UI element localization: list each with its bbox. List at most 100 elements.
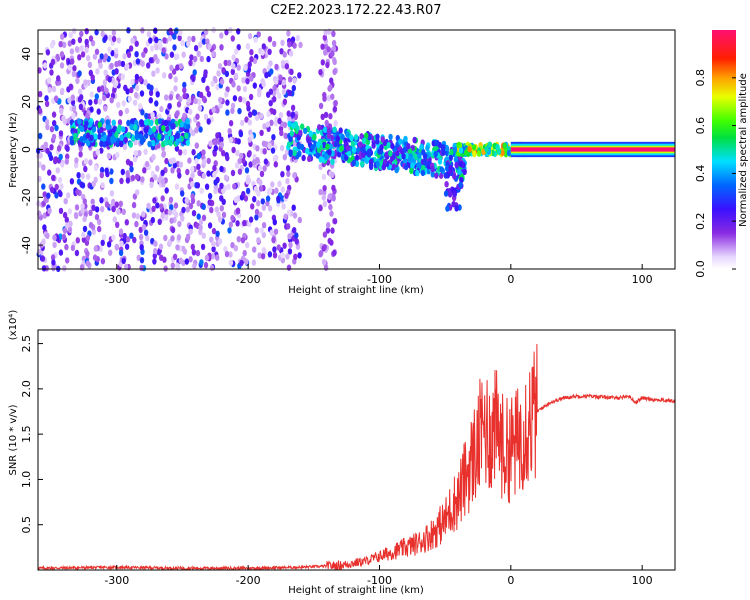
spectrogram-cell bbox=[143, 119, 149, 126]
spectrogram-cell bbox=[212, 150, 217, 157]
spectrogram-cell bbox=[157, 218, 162, 225]
spectrogram-cell bbox=[64, 216, 70, 223]
spectrogram-cell bbox=[173, 76, 178, 83]
spectrogram-cell bbox=[148, 37, 153, 44]
spectrogram-cell bbox=[99, 166, 105, 174]
spectrogram-cell bbox=[170, 262, 175, 269]
spectrogram-cell bbox=[151, 139, 156, 147]
spectrogram-cell bbox=[273, 228, 279, 235]
spectrogram-cell bbox=[121, 257, 126, 265]
spectrogram-cell bbox=[201, 172, 206, 180]
spectrogram-cell bbox=[69, 139, 75, 146]
spectrogram-cell bbox=[213, 145, 218, 152]
spectrogram-cell bbox=[79, 125, 85, 132]
spectrogram-cell bbox=[453, 146, 458, 154]
spectrogram-cell bbox=[230, 169, 236, 177]
spectrogram-cell bbox=[258, 165, 263, 172]
spectrogram-y-label: Frequency (Hz) bbox=[8, 112, 19, 188]
spectrogram-cell bbox=[234, 48, 239, 55]
spectrogram-cell bbox=[54, 192, 59, 199]
spectrogram-cell bbox=[444, 181, 449, 188]
spectrogram-cell bbox=[402, 146, 408, 153]
spectrogram-cell bbox=[243, 64, 248, 72]
spectrogram-cell bbox=[189, 54, 194, 61]
spectrogram-cell bbox=[74, 157, 79, 164]
spectrogram-cell bbox=[259, 112, 264, 120]
spectrogram-cell bbox=[223, 59, 228, 67]
spectrogram-cell bbox=[266, 110, 271, 118]
spectrogram-cell bbox=[458, 147, 464, 154]
spectrogram-cell bbox=[99, 126, 104, 134]
spectrogram-cell bbox=[294, 238, 299, 245]
spectrogram-cell bbox=[187, 157, 192, 164]
spectrogram-cell bbox=[207, 222, 213, 229]
spectrogram-cell bbox=[506, 149, 512, 157]
spectrogram-cell bbox=[445, 205, 450, 212]
spectrogram-cell bbox=[70, 94, 76, 101]
spectrogram-cell bbox=[158, 243, 164, 250]
spectrogram-cell bbox=[93, 245, 99, 252]
spectrogram-cell bbox=[164, 214, 169, 221]
spectrogram-cell bbox=[54, 183, 59, 191]
spectrogram-cell bbox=[239, 152, 244, 160]
spectrogram-cell bbox=[331, 39, 337, 47]
spectrogram-cell bbox=[326, 222, 331, 229]
spectrogram-cell bbox=[206, 90, 212, 98]
spectrogram-cell bbox=[100, 205, 105, 213]
spectrogram-cell bbox=[163, 139, 168, 146]
spectrogram-cell bbox=[291, 122, 296, 129]
spectrogram-cell bbox=[44, 118, 50, 126]
spectrogram-cell bbox=[146, 202, 151, 210]
spectrogram-cell bbox=[364, 132, 369, 139]
spectrogram-cell bbox=[434, 139, 439, 147]
spectrogram-cell bbox=[123, 136, 128, 144]
spectrogram-x-tick-label: 0 bbox=[507, 273, 514, 286]
spectrogram-cell bbox=[139, 257, 145, 264]
spectrogram-cell bbox=[254, 208, 260, 216]
spectrogram-cell bbox=[207, 43, 212, 50]
spectrogram-cell bbox=[188, 108, 193, 115]
spectrogram-cell bbox=[215, 107, 220, 114]
spectrogram-cell bbox=[59, 107, 64, 115]
spectrogram-cell bbox=[106, 136, 111, 143]
spectrogram-cell bbox=[81, 231, 86, 238]
spectrogram-cell bbox=[102, 79, 108, 86]
spectrogram-cell bbox=[206, 170, 211, 177]
spectrogram-cell bbox=[286, 209, 292, 216]
spectrogram-cell bbox=[118, 109, 123, 117]
colorbar-label: Normalized spectral amplitude bbox=[738, 73, 749, 227]
spectrogram-cell bbox=[247, 61, 252, 68]
spectrogram-cell bbox=[133, 91, 139, 99]
spectrogram-cell bbox=[238, 130, 244, 138]
spectrogram-cell bbox=[128, 160, 134, 168]
spectrogram-cell bbox=[246, 105, 251, 112]
spectrogram-cell bbox=[164, 187, 169, 194]
spectrogram-cell bbox=[249, 75, 254, 82]
spectrogram-cell bbox=[282, 242, 287, 249]
spectrogram-cell bbox=[67, 208, 73, 215]
spectrogram-cell bbox=[375, 160, 380, 168]
spectrogram-cell bbox=[331, 30, 336, 37]
spectrogram-cell bbox=[502, 142, 507, 149]
spectrogram-cell bbox=[190, 181, 195, 188]
spectrogram-cell bbox=[168, 139, 173, 147]
spectrogram-cell bbox=[350, 140, 356, 148]
spectrogram-cell bbox=[261, 247, 267, 254]
spectrogram-cell bbox=[291, 204, 296, 211]
spectrogram-cell bbox=[375, 138, 380, 145]
spectrogram-cell bbox=[116, 101, 121, 109]
spectrogram-cell bbox=[215, 230, 220, 237]
spectrogram-cell bbox=[288, 50, 294, 57]
spectrogram-cell bbox=[312, 134, 317, 141]
spectrogram-cell bbox=[283, 213, 288, 220]
spectrogram-cell bbox=[49, 186, 55, 194]
spectrogram-cell bbox=[120, 168, 126, 176]
spectrogram-cell bbox=[37, 161, 42, 168]
spectrogram-cell bbox=[443, 190, 449, 197]
spectrogram-cell bbox=[276, 195, 281, 202]
spectrogram-cell bbox=[251, 259, 257, 266]
spectrogram-cell bbox=[244, 258, 249, 265]
spectrogram-y-tick-label: -20 bbox=[20, 188, 33, 206]
spectrogram-cell bbox=[344, 154, 349, 161]
spectrogram-cell bbox=[237, 107, 242, 115]
